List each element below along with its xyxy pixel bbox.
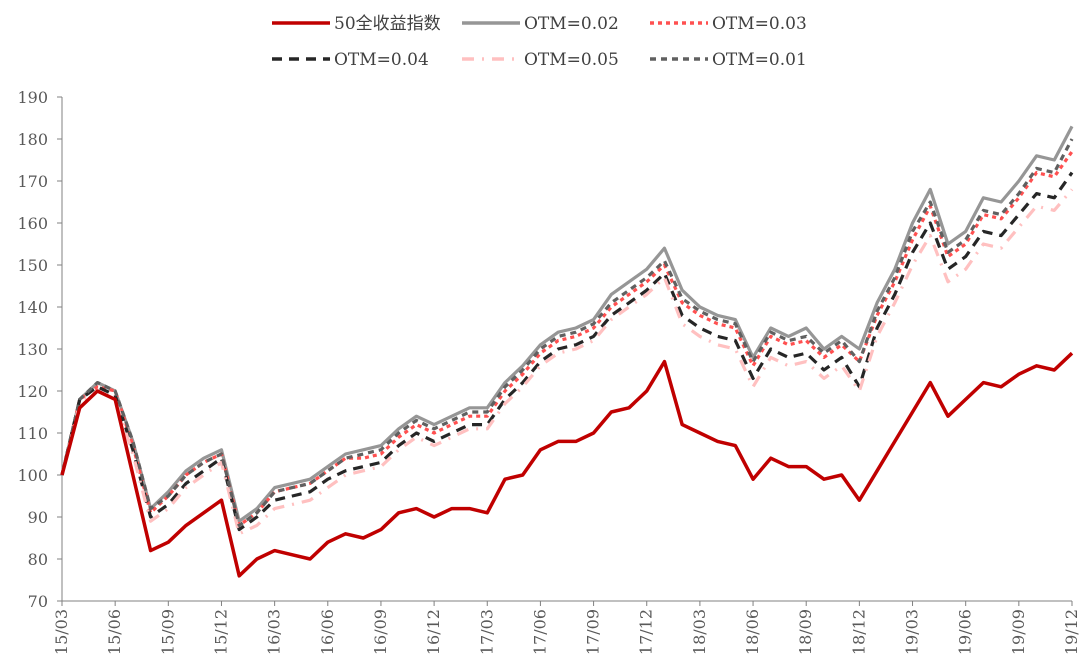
legend: 50全收益指数 OTM=0.02 OTM=0.03 OTM=0.04 OTM=0.05 O…	[272, 14, 807, 70]
y-axis: 70 80 90 100 110 120 130 140 150 160 170 180 190	[17, 88, 63, 611]
x-tick-label: 16/06	[318, 609, 337, 655]
x-tick-label: 15/09	[158, 609, 177, 655]
x-tick-label: 15/06	[105, 609, 124, 655]
legend-label: OTM=0.03	[712, 14, 807, 34]
x-tick-label: 19/12	[1062, 609, 1081, 655]
x-tick-label: 18/12	[849, 609, 868, 655]
legend-item: 50全收益指数	[272, 14, 441, 34]
y-tick-label: 160	[17, 214, 48, 233]
y-tick-label: 140	[17, 298, 48, 317]
y-tick-label: 150	[17, 256, 48, 275]
x-tick-label: 15/03	[52, 609, 71, 655]
legend-label: OTM=0.02	[524, 14, 619, 34]
x-axis: 15/03 15/06 15/09 15/12 16/03 16/06 16/09 16/12…	[52, 600, 1081, 655]
legend-item: OTM=0.02	[462, 14, 619, 34]
x-tick-label: 15/12	[211, 609, 230, 655]
x-tick-label: 19/03	[903, 609, 922, 655]
x-tick-label: 16/12	[424, 609, 443, 655]
x-tick-label: 17/06	[530, 609, 549, 655]
legend-label: OTM=0.01	[712, 50, 807, 70]
y-tick-label: 190	[17, 88, 48, 107]
x-tick-label: 17/03	[477, 609, 496, 655]
y-tick-label: 80	[28, 550, 48, 569]
y-tick-label: 180	[17, 130, 48, 149]
x-tick-label: 17/09	[584, 609, 603, 655]
series-line-5	[60, 138, 1074, 527]
y-tick-label: 90	[28, 508, 48, 527]
x-tick-label: 18/03	[690, 609, 709, 655]
series-layer	[60, 125, 1074, 578]
legend-label: OTM=0.04	[334, 50, 429, 70]
x-tick-label: 19/06	[956, 609, 975, 655]
legend-item: OTM=0.03	[650, 14, 807, 34]
y-tick-label: 70	[28, 592, 48, 611]
x-tick-label: 16/09	[371, 609, 390, 655]
x-tick-label: 16/03	[265, 609, 284, 655]
series-line-4	[60, 188, 1074, 536]
legend-item: OTM=0.01	[650, 50, 807, 70]
y-tick-label: 100	[17, 466, 48, 485]
legend-label: 50全收益指数	[334, 14, 441, 34]
y-tick-label: 120	[17, 382, 48, 401]
y-tick-label: 170	[17, 172, 48, 191]
series-line-0	[60, 351, 1074, 578]
x-tick-label: 19/09	[1009, 609, 1028, 655]
legend-label: OTM=0.05	[524, 50, 619, 70]
y-tick-label: 110	[17, 424, 48, 443]
x-tick-label: 17/12	[637, 609, 656, 655]
legend-item: OTM=0.04	[272, 50, 429, 70]
y-tick-label: 130	[17, 340, 48, 359]
legend-item: OTM=0.05	[462, 50, 619, 70]
x-tick-label: 18/09	[796, 609, 815, 655]
x-tick-label: 18/06	[743, 609, 762, 655]
